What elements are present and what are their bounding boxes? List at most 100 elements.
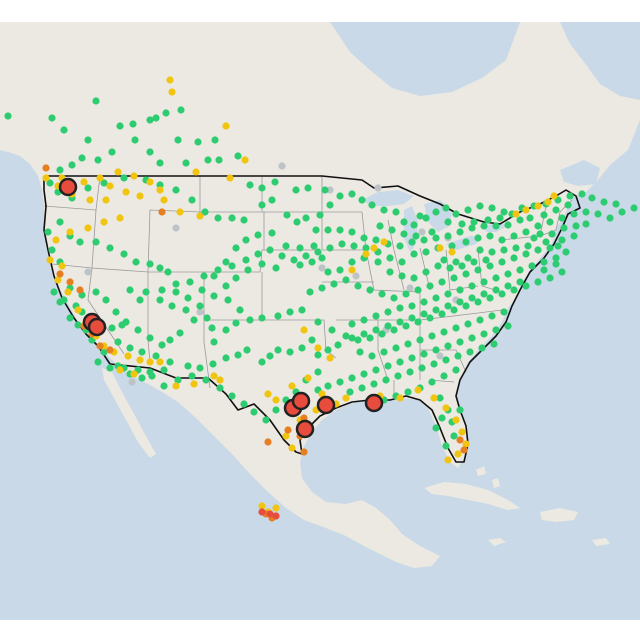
station-marker-good[interactable]: [512, 244, 520, 252]
station-marker-good[interactable]: [468, 282, 476, 290]
station-marker-good[interactable]: [360, 316, 368, 324]
station-marker-nodata[interactable]: [406, 284, 414, 292]
station-marker-good[interactable]: [416, 336, 424, 344]
station-marker-good[interactable]: [410, 274, 418, 282]
station-marker-good[interactable]: [302, 214, 310, 222]
station-marker-good[interactable]: [488, 312, 496, 320]
station-marker-good[interactable]: [396, 242, 404, 250]
station-marker-good[interactable]: [468, 334, 476, 342]
station-marker-good[interactable]: [396, 318, 404, 326]
station-marker-good[interactable]: [412, 232, 420, 240]
station-marker-good[interactable]: [414, 318, 422, 326]
station-marker-good[interactable]: [492, 286, 500, 294]
station-marker-moderate[interactable]: [190, 380, 198, 388]
station-marker-good[interactable]: [432, 424, 440, 432]
station-marker-good[interactable]: [258, 260, 266, 268]
station-marker-good[interactable]: [232, 274, 240, 282]
station-marker-good[interactable]: [456, 298, 464, 306]
station-marker-good[interactable]: [348, 258, 356, 266]
station-marker-good[interactable]: [314, 351, 322, 359]
station-marker-good[interactable]: [474, 234, 482, 242]
station-marker-good[interactable]: [510, 286, 518, 294]
station-marker-moderate[interactable]: [106, 182, 114, 190]
station-marker-good[interactable]: [222, 326, 230, 334]
station-marker-good[interactable]: [196, 302, 204, 310]
station-marker-good[interactable]: [510, 232, 518, 240]
station-marker-good[interactable]: [342, 332, 350, 340]
station-marker-good[interactable]: [396, 358, 404, 366]
station-marker-good[interactable]: [240, 216, 248, 224]
station-marker-good[interactable]: [262, 416, 270, 424]
station-marker-moderate[interactable]: [58, 262, 66, 270]
station-marker-good[interactable]: [308, 336, 316, 344]
station-marker-good[interactable]: [422, 248, 430, 256]
station-marker-good[interactable]: [540, 266, 548, 274]
station-marker-good[interactable]: [390, 294, 398, 302]
station-marker-good[interactable]: [94, 156, 102, 164]
station-marker-good[interactable]: [396, 304, 404, 312]
station-marker-good[interactable]: [350, 242, 358, 250]
station-marker-good[interactable]: [546, 218, 554, 226]
station-marker-good[interactable]: [266, 352, 274, 360]
station-marker-moderate[interactable]: [46, 256, 54, 264]
station-marker-good[interactable]: [490, 340, 498, 348]
station-marker-good[interactable]: [234, 351, 242, 359]
station-marker-moderate[interactable]: [288, 382, 296, 390]
station-marker-good[interactable]: [210, 338, 218, 346]
station-marker-good[interactable]: [496, 214, 504, 222]
station-marker-moderate[interactable]: [222, 122, 230, 130]
station-marker-good[interactable]: [316, 211, 324, 219]
station-marker-good[interactable]: [302, 252, 310, 260]
station-marker-good[interactable]: [296, 261, 304, 269]
station-marker-good[interactable]: [546, 274, 554, 282]
station-marker-good[interactable]: [186, 278, 194, 286]
station-marker-moderate[interactable]: [102, 196, 110, 204]
station-marker-good[interactable]: [244, 266, 252, 274]
station-marker-good[interactable]: [554, 242, 562, 250]
station-marker-good[interactable]: [380, 206, 388, 214]
station-marker-good[interactable]: [184, 294, 192, 302]
station-marker-good[interactable]: [318, 284, 326, 292]
station-marker-good[interactable]: [354, 336, 362, 344]
station-marker-good[interactable]: [600, 198, 608, 206]
station-marker-moderate[interactable]: [172, 382, 180, 390]
station-marker-good[interactable]: [522, 282, 530, 290]
station-marker-good[interactable]: [438, 278, 446, 286]
station-marker-good[interactable]: [324, 268, 332, 276]
station-marker-good[interactable]: [94, 358, 102, 366]
station-marker-moderate[interactable]: [96, 174, 104, 182]
station-marker-good[interactable]: [552, 254, 560, 262]
station-marker-moderate[interactable]: [318, 390, 326, 398]
station-marker-good[interactable]: [372, 326, 380, 334]
station-marker-good[interactable]: [293, 218, 301, 226]
station-marker-good[interactable]: [452, 366, 460, 374]
station-marker-moderate[interactable]: [42, 174, 50, 182]
station-marker-moderate[interactable]: [64, 288, 72, 296]
station-marker-good[interactable]: [432, 306, 440, 314]
station-marker-moderate[interactable]: [116, 214, 124, 222]
station-marker-good[interactable]: [286, 308, 294, 316]
station-marker-good[interactable]: [310, 242, 318, 250]
station-marker-moderate[interactable]: [430, 394, 438, 402]
station-marker-good[interactable]: [558, 268, 566, 276]
station-marker-good[interactable]: [540, 211, 548, 219]
station-marker-good[interactable]: [404, 388, 412, 396]
station-marker-moderate[interactable]: [326, 354, 334, 362]
station-marker-nodata[interactable]: [374, 184, 382, 192]
station-marker-good[interactable]: [466, 348, 474, 356]
station-marker-good[interactable]: [478, 344, 486, 352]
station-marker-moderate[interactable]: [454, 450, 462, 458]
station-marker-good[interactable]: [534, 246, 542, 254]
station-marker-moderate[interactable]: [272, 504, 280, 512]
station-marker-good[interactable]: [362, 244, 370, 252]
station-marker-good[interactable]: [468, 294, 476, 302]
station-marker-good[interactable]: [438, 414, 446, 422]
station-marker-moderate[interactable]: [348, 266, 356, 274]
station-marker-usg[interactable]: [264, 438, 272, 446]
station-marker-nodata[interactable]: [418, 228, 426, 236]
station-marker-good[interactable]: [570, 210, 578, 218]
station-marker-good[interactable]: [268, 229, 276, 237]
station-marker-good[interactable]: [318, 254, 326, 262]
station-marker-good[interactable]: [370, 380, 378, 388]
